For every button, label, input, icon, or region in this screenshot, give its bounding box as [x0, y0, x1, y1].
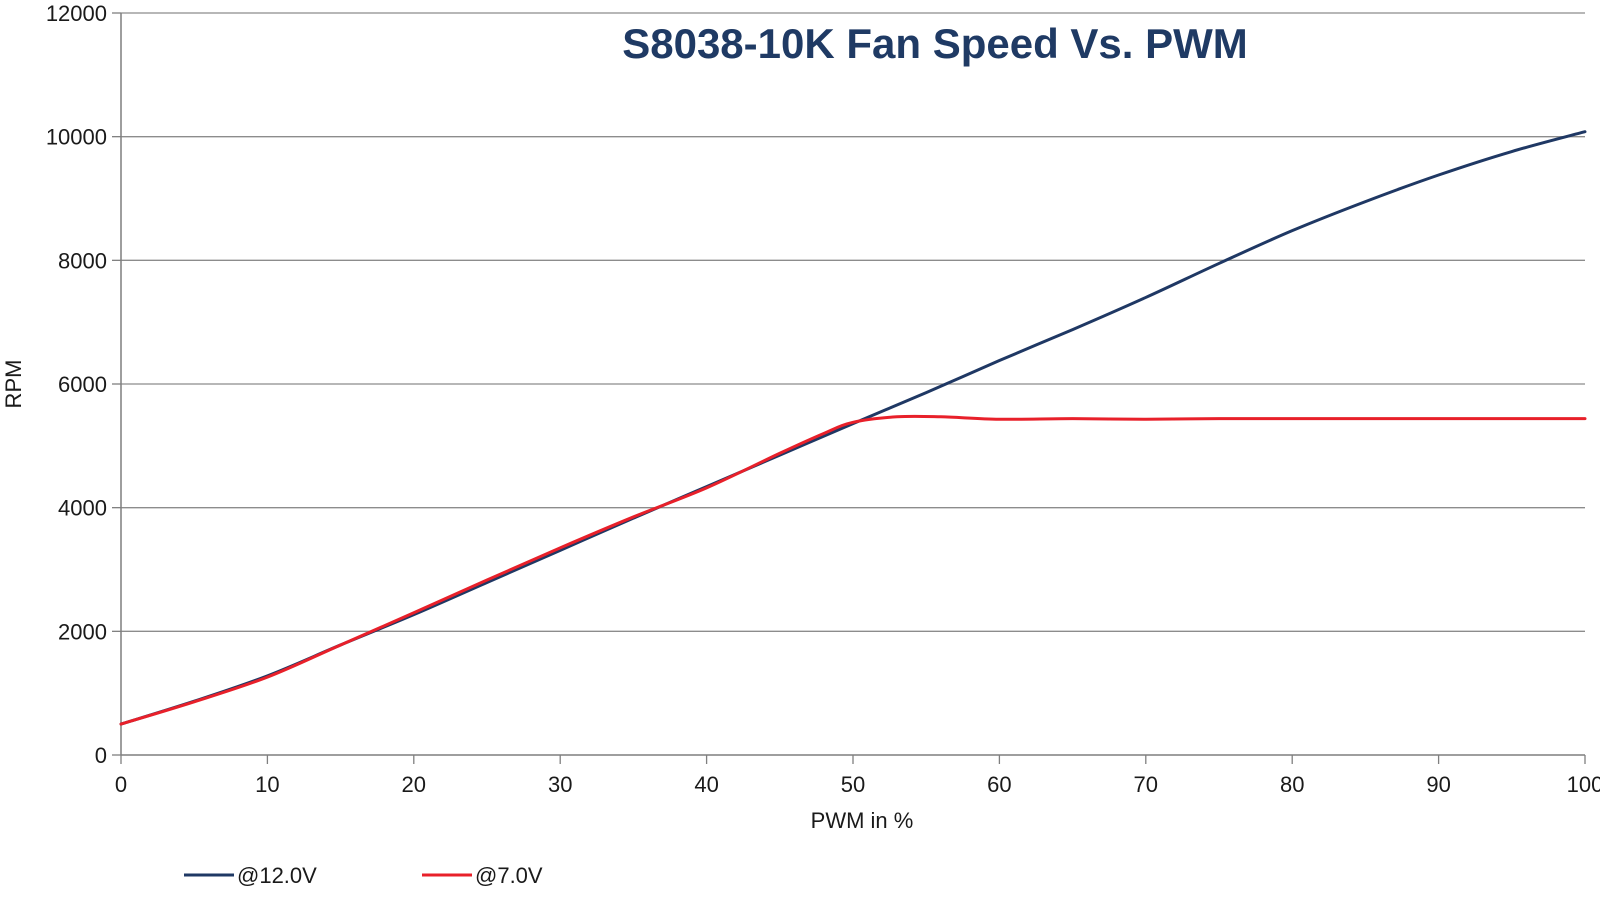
y-tick-label: 0 — [95, 743, 107, 768]
y-tick-labels: 0 2000 4000 6000 8000 10000 12000 — [46, 1, 107, 768]
y-tick-label: 2000 — [58, 619, 107, 644]
legend: @12.0V @7.0V — [184, 863, 543, 888]
chart-title: S8038-10K Fan Speed Vs. PWM — [622, 20, 1248, 67]
x-tick-label: 40 — [694, 772, 718, 797]
x-tick-label: 80 — [1280, 772, 1304, 797]
x-tick-label: 10 — [255, 772, 279, 797]
x-axis-title: PWM in % — [811, 808, 914, 833]
y-tick-label: 8000 — [58, 248, 107, 273]
y-tick-label: 12000 — [46, 1, 107, 26]
axes — [120, 13, 1586, 764]
y-axis-title: RPM — [1, 360, 26, 409]
legend-label: @12.0V — [237, 863, 317, 888]
grid-lines — [112, 12, 1585, 756]
y-tick-label: 6000 — [58, 372, 107, 397]
series-line-7v — [119, 414, 1587, 726]
x-tick-label: 20 — [402, 772, 426, 797]
x-tick-label: 60 — [987, 772, 1011, 797]
y-tick-label: 10000 — [46, 125, 107, 150]
x-tick-label: 50 — [841, 772, 865, 797]
y-tick-label: 4000 — [58, 496, 107, 521]
x-tick-label: 30 — [548, 772, 572, 797]
x-tick-labels: 0 10 20 30 40 50 60 70 80 90 100 — [115, 772, 1600, 797]
x-tick-label: 100 — [1567, 772, 1600, 797]
x-tick-label: 90 — [1426, 772, 1450, 797]
series-lines — [119, 130, 1587, 726]
x-tick-label: 0 — [115, 772, 127, 797]
legend-label: @7.0V — [475, 863, 543, 888]
series-line-12v — [119, 130, 1587, 726]
x-tick-label: 70 — [1134, 772, 1158, 797]
